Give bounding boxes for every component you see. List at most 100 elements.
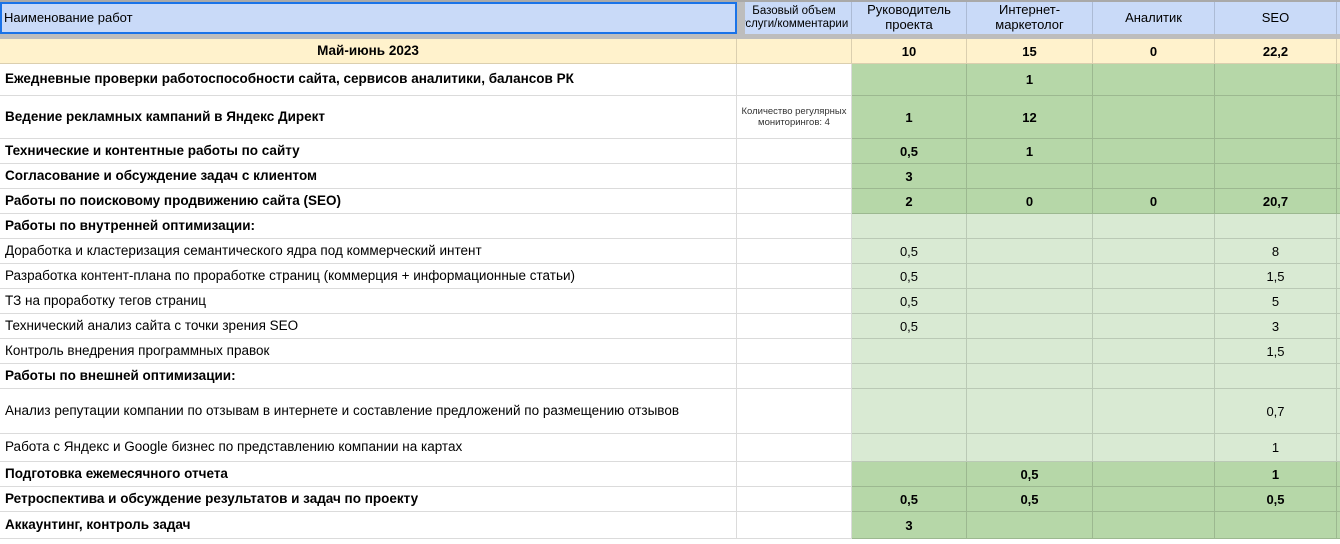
- value-cell-im[interactable]: [967, 434, 1093, 462]
- value-cell-pm[interactable]: [852, 214, 967, 239]
- column-header-works[interactable]: Наименование работ: [0, 2, 737, 34]
- value-cell-analyst[interactable]: [1093, 462, 1215, 487]
- work-name-cell[interactable]: Аккаунтинг, контроль задач: [0, 512, 737, 539]
- value-cell-im[interactable]: [967, 214, 1093, 239]
- value-cell-pm[interactable]: 0,5: [852, 487, 967, 512]
- value-cell-pm[interactable]: [852, 462, 967, 487]
- column-header-project-manager[interactable]: Руководитель проекта: [852, 2, 967, 34]
- value-cell-im[interactable]: 1: [967, 64, 1093, 96]
- work-name-cell[interactable]: Доработка и кластеризация семантического…: [0, 239, 737, 264]
- work-name-cell[interactable]: Ведение рекламных кампаний в Яндекс Дире…: [0, 96, 737, 139]
- work-name-cell[interactable]: Ежедневные проверки работоспособности са…: [0, 64, 737, 96]
- value-cell-im[interactable]: [967, 389, 1093, 434]
- value-cell-seo[interactable]: 1: [1215, 434, 1337, 462]
- column-header-base-volume[interactable]: Базовый объем услуги/комментарии: [737, 2, 852, 34]
- value-cell-pm[interactable]: [852, 364, 967, 389]
- value-cell-analyst[interactable]: [1093, 364, 1215, 389]
- value-cell-analyst[interactable]: [1093, 512, 1215, 539]
- value-cell-analyst[interactable]: [1093, 64, 1215, 96]
- work-name-cell[interactable]: Разработка контент-плана по проработке с…: [0, 264, 737, 289]
- value-cell-analyst[interactable]: [1093, 96, 1215, 139]
- value-cell-seo[interactable]: [1215, 139, 1337, 164]
- value-cell-seo[interactable]: 8: [1215, 239, 1337, 264]
- value-cell-im[interactable]: 0: [967, 189, 1093, 214]
- value-cell-im[interactable]: 0,5: [967, 487, 1093, 512]
- comment-cell[interactable]: [737, 289, 852, 314]
- period-value-analyst[interactable]: 0: [1093, 39, 1215, 64]
- work-name-cell[interactable]: Согласование и обсуждение задач с клиент…: [0, 164, 737, 189]
- comment-cell[interactable]: Количество регулярных мониторингов: 4: [737, 96, 852, 139]
- value-cell-pm[interactable]: [852, 434, 967, 462]
- value-cell-analyst[interactable]: [1093, 314, 1215, 339]
- value-cell-im[interactable]: [967, 314, 1093, 339]
- value-cell-analyst[interactable]: [1093, 389, 1215, 434]
- comment-cell[interactable]: [737, 214, 852, 239]
- value-cell-analyst[interactable]: [1093, 434, 1215, 462]
- comment-cell[interactable]: [737, 462, 852, 487]
- work-name-cell[interactable]: Контроль внедрения программных правок: [0, 339, 737, 364]
- value-cell-analyst[interactable]: [1093, 289, 1215, 314]
- comment-cell[interactable]: [737, 164, 852, 189]
- value-cell-seo[interactable]: 1,5: [1215, 264, 1337, 289]
- value-cell-analyst[interactable]: [1093, 139, 1215, 164]
- value-cell-seo[interactable]: 0,5: [1215, 487, 1337, 512]
- value-cell-analyst[interactable]: [1093, 264, 1215, 289]
- comment-cell[interactable]: [737, 487, 852, 512]
- work-name-cell[interactable]: Работы по поисковому продвижению сайта (…: [0, 189, 737, 214]
- value-cell-pm[interactable]: 1: [852, 96, 967, 139]
- comment-cell[interactable]: [737, 264, 852, 289]
- value-cell-analyst[interactable]: [1093, 214, 1215, 239]
- comment-cell[interactable]: [737, 512, 852, 539]
- value-cell-im[interactable]: [967, 364, 1093, 389]
- value-cell-seo[interactable]: [1215, 64, 1337, 96]
- value-cell-analyst[interactable]: [1093, 339, 1215, 364]
- value-cell-pm[interactable]: [852, 389, 967, 434]
- value-cell-seo[interactable]: [1215, 512, 1337, 539]
- value-cell-pm[interactable]: [852, 339, 967, 364]
- value-cell-seo[interactable]: 3: [1215, 314, 1337, 339]
- period-value-im[interactable]: 15: [967, 39, 1093, 64]
- work-name-cell[interactable]: Подготовка ежемесячного отчета: [0, 462, 737, 487]
- work-name-cell[interactable]: ТЗ на проработку тегов страниц: [0, 289, 737, 314]
- value-cell-im[interactable]: [967, 239, 1093, 264]
- comment-cell[interactable]: [737, 239, 852, 264]
- work-name-cell[interactable]: Работы по внутренней оптимизации:: [0, 214, 737, 239]
- value-cell-pm[interactable]: 0,5: [852, 314, 967, 339]
- value-cell-pm[interactable]: [852, 64, 967, 96]
- value-cell-pm[interactable]: 3: [852, 164, 967, 189]
- column-header-analyst[interactable]: Аналитик: [1093, 2, 1215, 34]
- value-cell-pm[interactable]: 0,5: [852, 289, 967, 314]
- comment-cell[interactable]: [737, 314, 852, 339]
- value-cell-im[interactable]: [967, 264, 1093, 289]
- comment-cell[interactable]: [737, 339, 852, 364]
- value-cell-seo[interactable]: [1215, 364, 1337, 389]
- comment-cell[interactable]: [737, 434, 852, 462]
- value-cell-im[interactable]: [967, 512, 1093, 539]
- value-cell-seo[interactable]: 20,7: [1215, 189, 1337, 214]
- column-header-seo[interactable]: SEO: [1215, 2, 1337, 34]
- value-cell-analyst[interactable]: [1093, 164, 1215, 189]
- work-name-cell[interactable]: Ретроспектива и обсуждение результатов и…: [0, 487, 737, 512]
- value-cell-im[interactable]: [967, 164, 1093, 189]
- value-cell-pm[interactable]: 2: [852, 189, 967, 214]
- period-label-cell[interactable]: Май-июнь 2023: [0, 39, 737, 64]
- value-cell-im[interactable]: [967, 339, 1093, 364]
- value-cell-im[interactable]: 0,5: [967, 462, 1093, 487]
- value-cell-seo[interactable]: 1: [1215, 462, 1337, 487]
- value-cell-pm[interactable]: 0,5: [852, 239, 967, 264]
- period-value-seo[interactable]: 22,2: [1215, 39, 1337, 64]
- value-cell-analyst[interactable]: 0: [1093, 189, 1215, 214]
- value-cell-im[interactable]: 1: [967, 139, 1093, 164]
- value-cell-seo[interactable]: [1215, 96, 1337, 139]
- period-comment-cell[interactable]: [737, 39, 852, 64]
- period-value-pm[interactable]: 10: [852, 39, 967, 64]
- comment-cell[interactable]: [737, 64, 852, 96]
- comment-cell[interactable]: [737, 139, 852, 164]
- work-name-cell[interactable]: Работа с Яндекс и Google бизнес по предс…: [0, 434, 737, 462]
- value-cell-seo[interactable]: 5: [1215, 289, 1337, 314]
- work-name-cell[interactable]: Работы по внешней оптимизации:: [0, 364, 737, 389]
- work-name-cell[interactable]: Анализ репутации компании по отзывам в и…: [0, 389, 737, 434]
- comment-cell[interactable]: [737, 389, 852, 434]
- value-cell-analyst[interactable]: [1093, 239, 1215, 264]
- value-cell-pm[interactable]: 0,5: [852, 139, 967, 164]
